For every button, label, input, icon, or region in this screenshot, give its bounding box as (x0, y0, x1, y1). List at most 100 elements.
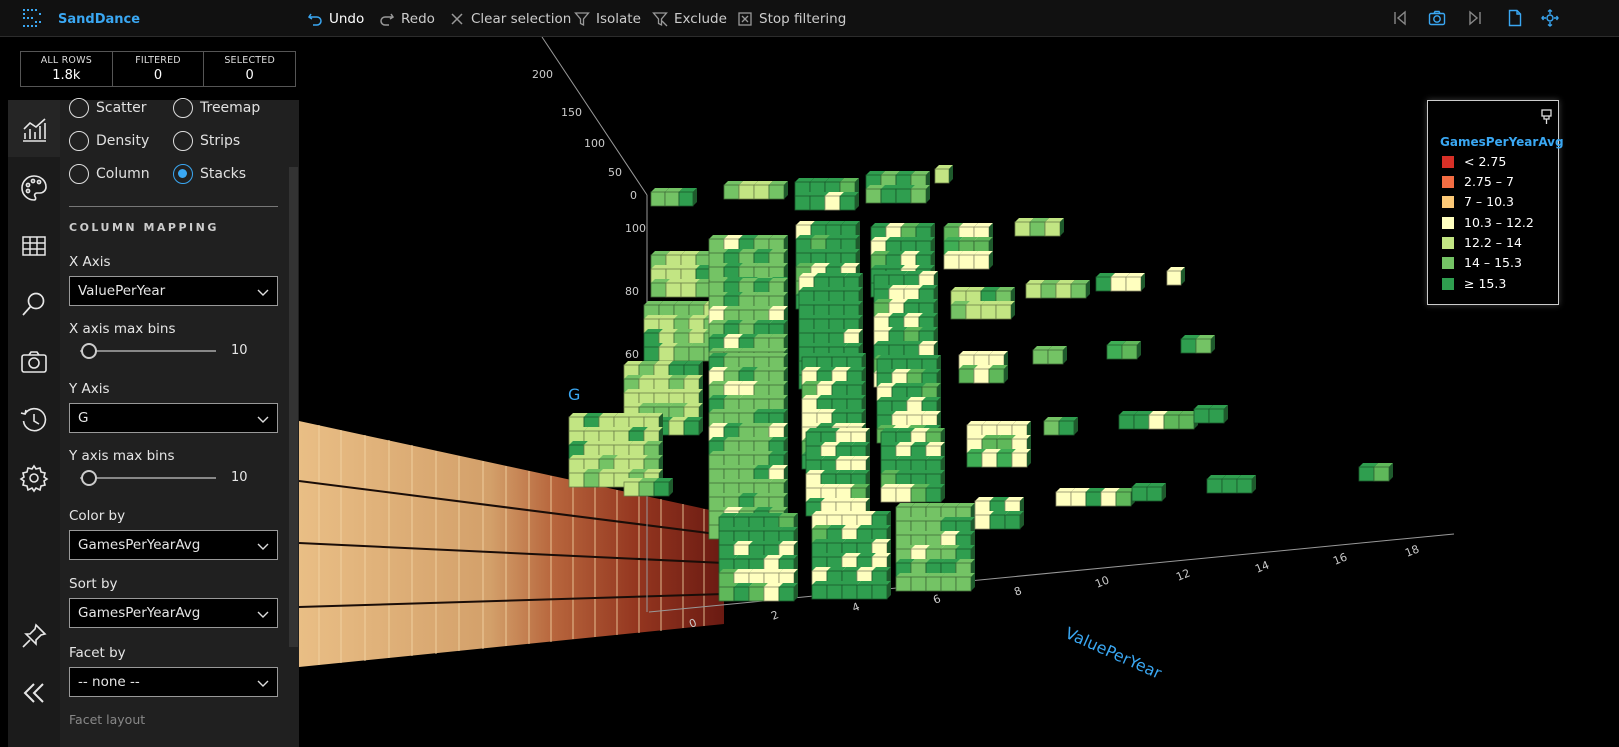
cube-top[interactable] (896, 484, 915, 488)
cube-top[interactable] (724, 235, 743, 239)
cube-top[interactable] (1041, 280, 1060, 284)
cube-top[interactable] (654, 361, 673, 365)
cube-top[interactable] (806, 456, 825, 460)
cube-top[interactable] (911, 573, 930, 577)
cube-top[interactable] (624, 403, 643, 407)
radio-density[interactable] (69, 131, 89, 151)
cube-top[interactable] (827, 539, 846, 543)
cube-top[interactable] (665, 188, 683, 192)
slider-thumb[interactable] (81, 470, 97, 486)
cube-top[interactable] (889, 299, 908, 303)
cube-top[interactable] (959, 237, 978, 241)
cube-top[interactable] (857, 539, 876, 543)
legend-item[interactable]: ≥ 15.3 (1442, 276, 1506, 291)
cube-top[interactable] (1149, 411, 1168, 415)
cube-top[interactable] (669, 361, 688, 365)
cube-top[interactable] (1096, 273, 1115, 277)
cube-top[interactable] (709, 278, 728, 282)
cube[interactable] (723, 184, 740, 200)
cube-top[interactable] (974, 365, 993, 369)
cube-top[interactable] (749, 583, 768, 587)
cube-top[interactable] (889, 285, 908, 289)
cube[interactable] (1055, 491, 1072, 507)
cube-top[interactable] (644, 427, 663, 431)
cube-top[interactable] (842, 581, 861, 585)
cube-top[interactable] (926, 442, 945, 446)
cube-top[interactable] (836, 484, 855, 488)
cube-top[interactable] (840, 192, 859, 196)
cube[interactable] (683, 420, 700, 436)
document-icon[interactable] (1506, 9, 1524, 27)
cube-top[interactable] (847, 367, 866, 371)
cube-top[interactable] (669, 375, 688, 379)
cube-top[interactable] (911, 185, 930, 189)
cube-top[interactable] (739, 353, 758, 357)
cube-top[interactable] (1122, 341, 1141, 345)
cube-top[interactable] (754, 292, 773, 296)
cube[interactable] (1131, 486, 1148, 502)
cube-top[interactable] (836, 498, 855, 502)
cube-top[interactable] (1116, 488, 1135, 492)
cube-top[interactable] (941, 517, 960, 521)
cube-top[interactable] (629, 441, 648, 445)
cube-top[interactable] (754, 423, 773, 427)
cube-top[interactable] (674, 343, 693, 347)
cube-top[interactable] (825, 192, 844, 196)
cube-top[interactable] (754, 451, 773, 455)
cube-top[interactable] (829, 315, 848, 319)
cube-top[interactable] (874, 299, 893, 303)
cube-top[interactable] (872, 511, 891, 515)
cube-top[interactable] (814, 273, 833, 277)
cube-top[interactable] (821, 442, 840, 446)
cube-top[interactable] (769, 423, 788, 427)
cube-top[interactable] (802, 409, 821, 413)
cube-top[interactable] (812, 511, 831, 515)
cube-top[interactable] (739, 235, 758, 239)
cube-top[interactable] (796, 263, 815, 267)
cube-top[interactable] (1045, 218, 1064, 222)
cube-top[interactable] (724, 437, 743, 441)
cube-top[interactable] (817, 381, 836, 385)
cube-top[interactable] (916, 223, 935, 227)
cube-top[interactable] (874, 285, 893, 289)
cube-top[interactable] (666, 279, 685, 283)
cube-top[interactable] (599, 455, 618, 459)
cube-top[interactable] (739, 451, 758, 455)
cube-top[interactable] (806, 470, 825, 474)
cube-top[interactable] (734, 541, 753, 545)
cube-top[interactable] (911, 456, 930, 460)
cube-top[interactable] (872, 553, 891, 557)
cube-top[interactable] (739, 479, 758, 483)
cube-top[interactable] (896, 470, 915, 474)
cube-top[interactable] (844, 273, 863, 277)
cube[interactable] (738, 184, 755, 200)
cube-top[interactable] (709, 235, 728, 239)
cube[interactable] (763, 586, 780, 602)
next-snapshot-icon[interactable] (1466, 9, 1484, 27)
cube-top[interactable] (666, 251, 685, 255)
cube-top[interactable] (881, 456, 900, 460)
cube-top[interactable] (941, 559, 960, 563)
cube-top[interactable] (866, 171, 885, 175)
cube-top[interactable] (832, 353, 851, 357)
cube-top[interactable] (989, 365, 1008, 369)
cube-top[interactable] (689, 301, 708, 305)
cube-top[interactable] (764, 569, 783, 573)
cube[interactable] (973, 368, 990, 384)
cube-top[interactable] (754, 235, 773, 239)
cube[interactable] (650, 282, 667, 298)
cube-top[interactable] (851, 428, 870, 432)
cube-top[interactable] (749, 541, 768, 545)
y-axis-select[interactable]: G (69, 403, 278, 433)
legend-item[interactable]: 2.75 – 7 (1442, 174, 1514, 189)
cube-top[interactable] (941, 545, 960, 549)
cube[interactable] (748, 586, 765, 602)
cube-top[interactable] (689, 315, 708, 319)
cube[interactable] (1058, 420, 1075, 436)
cube-top[interactable] (911, 517, 930, 521)
cube-top[interactable] (709, 451, 728, 455)
cube-top[interactable] (941, 503, 960, 507)
cube[interactable] (1178, 414, 1195, 430)
cube-top[interactable] (967, 449, 986, 453)
cube-top[interactable] (814, 287, 833, 291)
